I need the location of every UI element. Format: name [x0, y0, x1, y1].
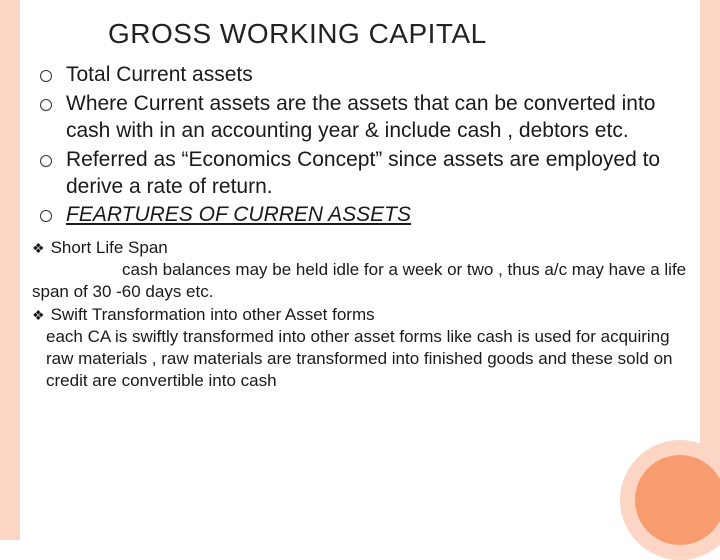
sub-heading-text: Swift Transformation into other Asset fo… [51, 305, 375, 324]
bullet-item: Total Current assets [36, 62, 690, 89]
bullet-item: Where Current assets are the assets that… [36, 91, 690, 145]
bullet-text: Total Current assets [66, 63, 253, 86]
sub-body: each CA is swiftly transformed into othe… [32, 326, 690, 392]
sub-body-text: each CA is swiftly transformed into othe… [46, 327, 672, 390]
accent-bar-left [0, 0, 20, 540]
circle-inner [635, 455, 720, 545]
slide-content: GROSS WORKING CAPITAL Total Current asse… [30, 18, 690, 392]
sub-heading: Swift Transformation into other Asset fo… [32, 304, 690, 326]
bullet-text: Where Current assets are the assets that… [66, 92, 655, 142]
slide-title: GROSS WORKING CAPITAL [108, 18, 690, 50]
corner-decoration [620, 440, 720, 560]
bullet-list: Total Current assets Where Current asset… [30, 62, 690, 229]
bullet-item: Referred as “Economics Concept” since as… [36, 147, 690, 201]
sub-heading-text: Short Life Span [51, 238, 168, 257]
bullet-text-features: FEARTURES OF CURREN ASSETS [66, 203, 411, 226]
sub-body-text: cash balances may be held idle for a wee… [32, 260, 686, 301]
sub-body: cash balances may be held idle for a wee… [32, 259, 690, 303]
bullet-text: Referred as “Economics Concept” since as… [66, 148, 660, 198]
sub-heading: Short Life Span [32, 237, 690, 259]
bullet-item: FEARTURES OF CURREN ASSETS [36, 202, 690, 229]
sub-list: Short Life Span cash balances may be hel… [30, 237, 690, 392]
